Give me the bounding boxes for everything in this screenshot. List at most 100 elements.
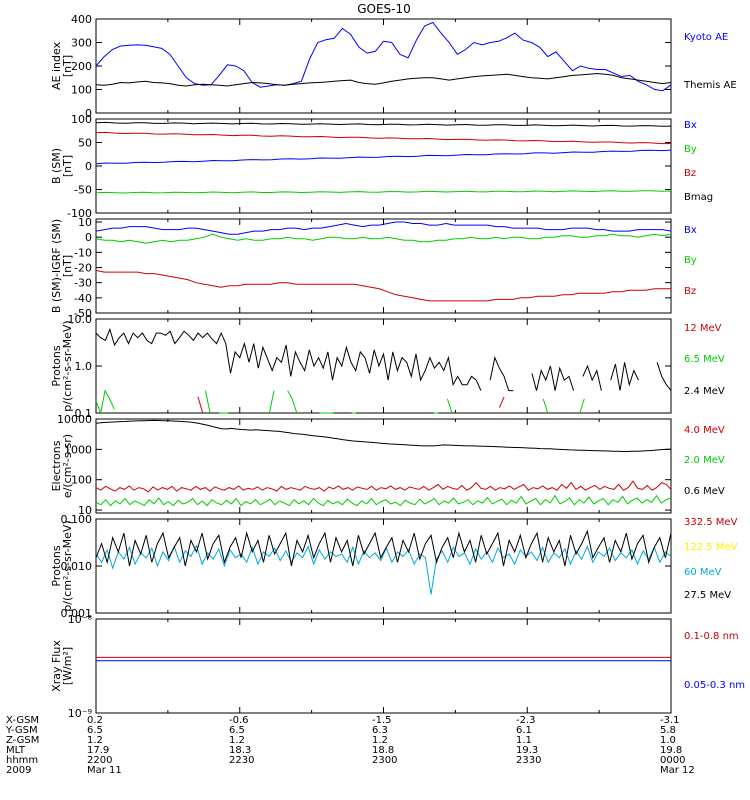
x-tick-value: -2.3 xyxy=(516,715,536,726)
panel-frame xyxy=(95,18,672,114)
y-axis-label: B (SM)-IGRF (SM)[nT] xyxy=(50,219,74,313)
legend-entry: Bz xyxy=(684,168,696,179)
y-tick-label: 10.0 xyxy=(68,313,93,326)
y-axis-label-line: [nT] xyxy=(61,55,74,77)
x-tick-value: 6.3 xyxy=(372,725,388,736)
y-tick-label: 0 xyxy=(85,160,92,173)
y-tick-label: 0.1 xyxy=(75,407,93,420)
y-axis-label-line: p/(cm²-s-sr-MeV) xyxy=(61,320,74,411)
x-axis-table: X-GSMY-GSMZ-GSMMLThhmm20090.26.51.217.92… xyxy=(5,715,695,776)
y-axis-label-line: e/(cm²-s-sr) xyxy=(61,434,74,498)
y-tick-label: -50 xyxy=(74,184,92,197)
x-tick-value: -0.6 xyxy=(229,715,249,726)
series-line-bz xyxy=(95,270,671,302)
series-line-themis-ae xyxy=(95,72,672,87)
y-axis-label: Protonsp/(cm²-s-sr-MeV) xyxy=(50,520,74,611)
x-row-label: X-GSM xyxy=(6,715,39,726)
y-axis-label: Xray Flux[W/m²] xyxy=(50,640,74,692)
y-tick-label: 10 xyxy=(78,216,92,229)
legend-entry: 4.0 MeV xyxy=(684,425,725,436)
y-axis-label: AE index[nT] xyxy=(50,41,74,90)
panel-frame xyxy=(95,218,672,314)
legend-entry: 6.5 MeV xyxy=(684,354,725,365)
x-row-label: MLT xyxy=(6,745,26,756)
legend-entry: By xyxy=(684,255,697,266)
y-tick-label: -50 xyxy=(74,307,92,320)
y-tick-label: 400 xyxy=(71,13,92,26)
x-row-label: hhmm xyxy=(6,755,38,766)
y-tick-label: 0.010 xyxy=(61,560,93,573)
panel-frame xyxy=(95,118,672,214)
legend-entry: Bz xyxy=(684,286,696,297)
y-tick-label: 1.0 xyxy=(75,360,93,373)
y-tick-label: -100 xyxy=(67,207,92,220)
legend-entry: 2.0 MeV xyxy=(684,455,725,466)
y-axis-label: Electronse/(cm²-s-sr) xyxy=(50,434,74,498)
series-line-12-mev xyxy=(197,396,505,414)
x-tick-value: 6.5 xyxy=(229,725,245,736)
x-tick-value: 18.8 xyxy=(372,745,394,756)
y-tick-label: 100 xyxy=(71,84,92,97)
y-tick-label: 10000 xyxy=(57,413,92,426)
x-tick-value: 6.1 xyxy=(516,725,532,736)
panel-xray: 10⁻⁹ 10⁻⁸ Xray Flux[W/m²] 0.1-0.8 nm 0.05-0.… xyxy=(50,613,745,720)
x-tick-value: Mar 12 xyxy=(660,765,695,776)
x-tick-value: 1.0 xyxy=(660,735,676,746)
x-row-label: Z-GSM xyxy=(6,735,39,746)
panel-bsm: -100 -50 0 50 100 B (SM)[nT] Bx By Bz Bmag xyxy=(50,113,713,220)
x-tick-value: 1.1 xyxy=(516,735,532,746)
legend-entry: 60 MeV xyxy=(684,567,722,578)
series-line-2-0-mev xyxy=(95,494,672,507)
x-tick-value: 2200 xyxy=(87,755,112,766)
y-tick-label: 0.100 xyxy=(61,513,93,526)
y-tick-label: 300 xyxy=(71,37,92,50)
x-tick-value: 19.8 xyxy=(660,745,682,756)
legend-entry: Bx xyxy=(684,120,697,131)
y-axis-label-line: Xray Flux xyxy=(50,640,63,692)
y-tick-label: 100 xyxy=(71,113,92,126)
y-tick-label: -40 xyxy=(74,292,92,305)
y-axis-label-line: [W/m²] xyxy=(61,647,74,685)
y-tick-label: 10 xyxy=(78,504,92,517)
y-tick-label: 100 xyxy=(71,474,92,487)
legend-entry: 0.05-0.3 nm xyxy=(684,680,745,691)
panel-bigrf: -50 -40 -30 -20 -10 0 10 B (SM)-IGRF (SM)[nT] Bx… xyxy=(50,216,697,320)
series-line-2-4-mev xyxy=(95,327,672,392)
legend-entry: 2.4 MeV xyxy=(684,386,725,397)
panel-electrons: 10 100 1000 10000 Electronse/(cm²-s-sr) 4.0 M… xyxy=(50,413,725,517)
legend-entry: 0.1-0.8 nm xyxy=(684,631,739,642)
y-axis-label-line: Protons xyxy=(50,545,63,586)
x-tick-value: 19.3 xyxy=(516,745,538,756)
x-tick-value: -3.1 xyxy=(660,715,680,726)
y-tick-label: 50 xyxy=(78,137,92,150)
y-tick-label: 1000 xyxy=(64,443,92,456)
x-tick-value: 1.2 xyxy=(229,735,245,746)
y-tick-label: -20 xyxy=(74,262,92,275)
y-tick-label: -30 xyxy=(74,277,92,290)
x-tick-value: 1.2 xyxy=(372,735,388,746)
series-line-60-mev xyxy=(95,544,672,595)
series-line-bx xyxy=(95,149,672,165)
series-line-kyoto-ae xyxy=(95,21,672,92)
x-tick-value: 1.2 xyxy=(87,735,103,746)
x-tick-value: 6.5 xyxy=(87,725,103,736)
x-tick-value: 17.9 xyxy=(87,745,109,756)
legend-entry: 0.6 MeV xyxy=(684,486,725,497)
y-tick-label: 10⁻⁸ xyxy=(68,613,93,626)
x-tick-value: 2330 xyxy=(516,755,541,766)
y-tick-label: 0 xyxy=(85,107,92,120)
panel-ae: 0 100 200 300 400 AE index[nT] Kyoto AE Themis … xyxy=(50,13,737,120)
y-axis-label-line: B (SM)-IGRF (SM) xyxy=(50,219,63,313)
series-line-bmag xyxy=(95,121,672,127)
legend-entry: 12 MeV xyxy=(684,323,722,334)
x-row-label: 2009 xyxy=(6,765,31,776)
panel-frame xyxy=(95,518,672,614)
y-axis-label: B (SM)[nT] xyxy=(50,148,74,184)
series-line-by xyxy=(95,233,672,244)
series-line-bx xyxy=(95,221,672,235)
series-line-4-0-mev xyxy=(95,480,672,493)
legend-entry: Kyoto AE xyxy=(684,32,728,43)
series-line-6-5-mev xyxy=(96,391,630,413)
x-tick-value: 18.3 xyxy=(229,745,251,756)
